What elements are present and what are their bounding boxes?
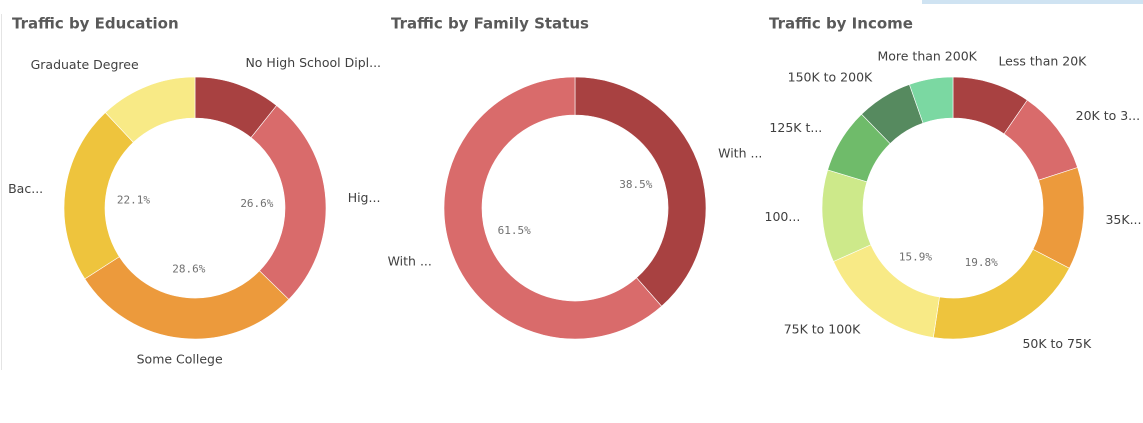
value-label: 22.1% — [117, 193, 150, 206]
category-label: No High School Dipl... — [245, 55, 381, 70]
chart-title: Traffic by Education — [12, 15, 179, 33]
category-label: 35K... — [1105, 212, 1141, 227]
value-label: 38.5% — [619, 178, 652, 191]
donut-segment — [104, 76, 196, 143]
category-label: More than 200K — [877, 49, 977, 64]
donut-segment — [574, 76, 707, 307]
category-label: 150K to 200K — [788, 70, 873, 85]
category-label: Some College — [137, 352, 223, 367]
value-label: 28.6% — [172, 263, 205, 276]
category-label: Hig... — [348, 190, 381, 205]
category-label: With ... — [388, 254, 432, 269]
category-label: Bac... — [8, 181, 43, 196]
value-label: 15.9% — [899, 250, 932, 263]
donut-segment — [909, 76, 954, 124]
category-label: 20K to 3... — [1076, 108, 1140, 123]
value-label: 19.8% — [965, 256, 998, 269]
category-label: Less than 20K — [998, 53, 1087, 68]
category-label: 50K to 75K — [1022, 336, 1092, 351]
category-label: 75K to 100K — [784, 321, 861, 336]
map-edge — [922, 0, 1143, 4]
chart-title: Traffic by Income — [769, 15, 913, 33]
category-label: With ... — [718, 145, 762, 160]
category-label: Graduate Degree — [31, 57, 139, 72]
value-label: 26.6% — [240, 197, 273, 210]
donut-segment — [443, 76, 663, 340]
category-label: 125K t... — [769, 120, 822, 135]
chart-title: Traffic by Family Status — [391, 15, 589, 33]
category-label: 100... — [765, 209, 801, 224]
value-label: 61.5% — [498, 224, 531, 237]
